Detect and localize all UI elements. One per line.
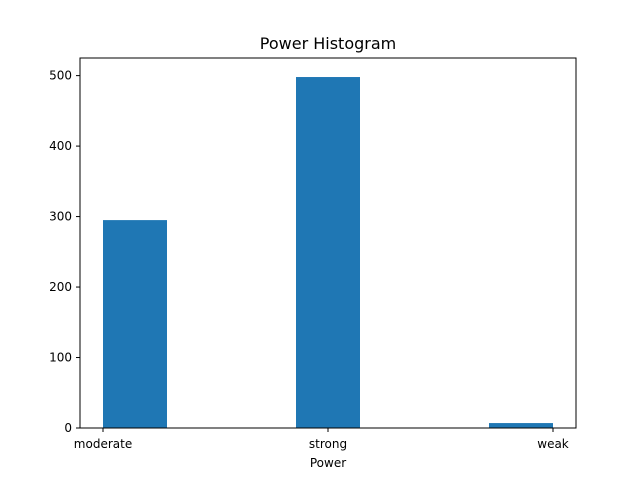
y-axis: 0 100 200 300 400 500 — [49, 69, 80, 435]
bars-group — [103, 77, 553, 429]
x-axis: moderate strong weak — [74, 428, 569, 451]
y-tick-label-400: 400 — [49, 139, 72, 153]
x-tick-label-moderate: moderate — [74, 437, 132, 451]
y-tick-label-300: 300 — [49, 210, 72, 224]
chart-title: Power Histogram — [260, 34, 396, 53]
x-axis-label: Power — [310, 456, 346, 470]
bar-weak — [489, 423, 553, 428]
y-tick-label-500: 500 — [49, 69, 72, 83]
x-tick-label-strong: strong — [309, 437, 347, 451]
bar-strong — [296, 77, 360, 429]
y-tick-label-200: 200 — [49, 280, 72, 294]
y-tick-label-100: 100 — [49, 351, 72, 365]
y-tick-label-0: 0 — [64, 421, 72, 435]
bar-moderate — [103, 220, 167, 428]
x-tick-label-weak: weak — [537, 437, 569, 451]
plot-frame — [79, 57, 577, 429]
